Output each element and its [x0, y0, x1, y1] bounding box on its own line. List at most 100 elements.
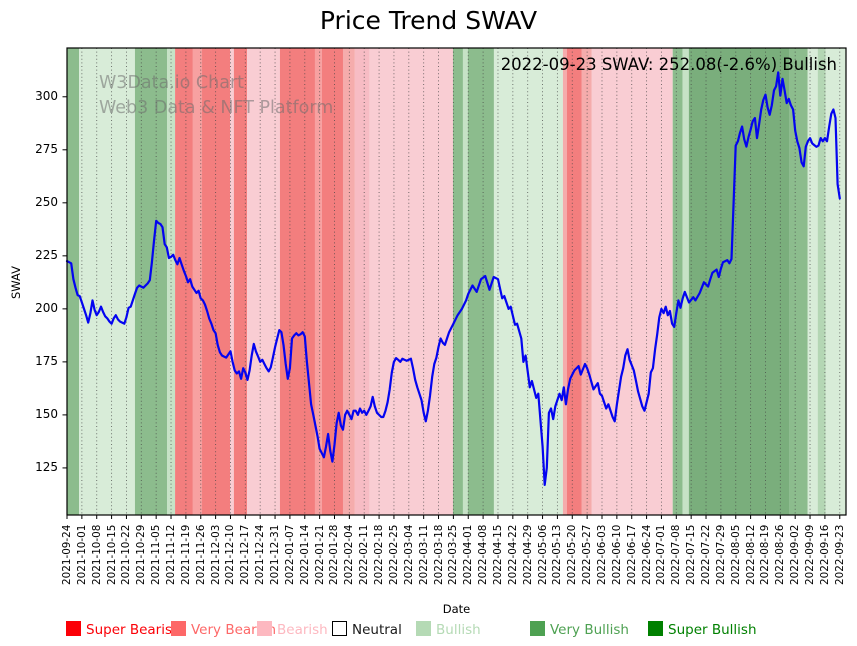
x-tick-label: 2022-06-10: [610, 524, 623, 585]
y-tick-label: 225: [35, 248, 58, 263]
sentiment-band-bearish: [369, 48, 453, 515]
x-tick-label: 2022-09-16: [818, 524, 831, 585]
x-tick-label: 2021-12-03: [209, 524, 222, 585]
sentiment-band-very_bullish: [789, 48, 808, 515]
legend-item-bullish: Bullish: [416, 621, 481, 638]
sentiment-band-bullish: [825, 48, 846, 515]
x-tick-label: 2021-12-17: [239, 524, 252, 585]
sentiment-band-bearish_strong: [581, 48, 592, 515]
sentiment-band-very_bearish: [566, 48, 582, 515]
x-tick-label: 2022-01-14: [298, 524, 311, 585]
x-tick-label: 2022-04-15: [491, 524, 504, 585]
sentiment-band-very_bearish: [321, 48, 343, 515]
x-tick-label: 2022-04-29: [521, 524, 534, 585]
sentiment-band-very_bullish: [672, 48, 683, 515]
x-tick-label: 2021-10-08: [90, 524, 103, 585]
y-tick-label: 250: [35, 195, 58, 210]
legend-item-neutral: Neutral: [332, 621, 402, 638]
sentiment-band-very_bullish: [452, 48, 463, 515]
x-tick-label: 2022-08-05: [729, 524, 742, 585]
watermark-line-2: Web3 Data & NFT Platform: [99, 98, 334, 118]
sentiment-band-bearish_strong: [562, 48, 567, 515]
chart-title: Price Trend SWAV: [319, 6, 538, 35]
y-axis-label: SWAV: [9, 265, 23, 299]
legend-label: Very Bullish: [550, 622, 629, 638]
sentiment-band-bullish: [807, 48, 818, 515]
x-tick-label: 2021-11-26: [194, 524, 207, 585]
legend-item-very-bullish: Very Bullish: [530, 621, 629, 638]
y-tick-label: 300: [35, 89, 58, 104]
x-tick-label: 2022-02-25: [387, 524, 400, 585]
x-tick-label: 2022-04-22: [506, 524, 519, 585]
x-tick-label: 2022-01-21: [313, 524, 326, 585]
x-tick-label: 2022-07-08: [670, 524, 683, 585]
legend-swatch-icon: [257, 621, 272, 636]
x-tick-label: 2021-12-31: [269, 524, 282, 585]
x-tick-label: 2021-11-12: [165, 524, 178, 585]
sentiment-band-bearish: [230, 48, 234, 515]
x-tick-label: 2021-11-05: [150, 524, 163, 585]
x-tick-label: 2021-10-29: [135, 524, 148, 585]
x-tick-label: 2022-08-26: [774, 524, 787, 585]
legend-swatch-icon: [648, 621, 663, 636]
x-tick-label: 2021-11-19: [179, 524, 192, 585]
latest-value-annotation: 2022-09-23 SWAV: 252.08(-2.6%) Bullish: [500, 55, 837, 74]
x-axis-label: Date: [442, 602, 471, 616]
sentiment-band-bullish_medium: [462, 48, 468, 515]
x-tick-label: 2022-08-19: [759, 524, 772, 585]
y-tick-label: 150: [35, 407, 58, 422]
sentiment-band-bullish_medium: [682, 48, 689, 515]
sentiment-band-bullish_medium: [166, 48, 176, 515]
x-tick-label: 2021-09-24: [61, 524, 73, 585]
x-tick-label: 2022-02-11: [358, 524, 371, 585]
price-line: [65, 71, 841, 486]
sentiment-band-very_bearish: [175, 48, 193, 515]
x-tick-label: 2022-04-01: [462, 524, 475, 585]
sentiment-band-bearish_deep: [354, 48, 370, 515]
x-tick-label: 2022-07-29: [714, 524, 727, 585]
legend-item-super-bullish: Super Bullish: [648, 621, 757, 638]
x-tick-label: 2022-03-18: [432, 524, 445, 585]
x-tick-label: 2022-05-13: [551, 524, 564, 585]
sentiment-band-very_bearish: [233, 48, 248, 515]
x-tick-label: 2022-09-02: [789, 524, 802, 585]
x-tick-label: 2022-08-12: [744, 524, 757, 585]
x-tick-label: 2022-09-09: [804, 524, 817, 585]
legend-item-super-bearish: Super Bearish: [66, 621, 181, 638]
sentiment-band-bearish: [247, 48, 280, 515]
x-tick-label: 2022-07-01: [655, 524, 668, 585]
x-tick-label: 2022-06-17: [625, 524, 638, 585]
legend-swatch-icon: [171, 621, 186, 636]
sentiment-band-bullish: [493, 48, 563, 515]
y-tick-label: 175: [35, 354, 58, 369]
legend-swatch-icon: [530, 621, 545, 636]
watermark: W3Data.io Chart Web3 Data & NFT Platform: [99, 71, 333, 121]
x-tick-label: 2022-09-23: [833, 524, 846, 585]
legend-label: Neutral: [352, 622, 402, 638]
x-tick-label: 2022-02-18: [373, 524, 386, 585]
x-tick-label: 2022-01-28: [328, 524, 341, 585]
sentiment-band-bullish_strong: [817, 48, 826, 515]
legend-label: Very Bearish: [191, 622, 277, 638]
x-tick-label: 2022-06-03: [595, 524, 608, 585]
x-tick-label: 2021-10-15: [105, 524, 118, 585]
legend-swatch-icon: [332, 621, 347, 636]
x-tick-label: 2021-12-10: [224, 524, 237, 585]
sentiment-band-very_bullish: [134, 48, 167, 515]
x-tick-label: 2022-02-04: [343, 524, 356, 585]
legend-swatch-icon: [66, 621, 81, 636]
x-tick-label: 2021-10-01: [75, 524, 88, 585]
sentiment-band-bullish: [79, 48, 135, 515]
legend-label: Super Bearish: [86, 622, 181, 638]
x-tick-label: 2021-10-22: [120, 524, 133, 585]
x-tick-label: 2022-03-11: [417, 524, 430, 585]
x-tick-label: 2022-05-06: [536, 524, 549, 585]
sentiment-band-bearish_strong: [342, 48, 355, 515]
plot-border: [66, 47, 847, 516]
x-tick-label: 2022-04-08: [477, 524, 490, 585]
legend-swatch-icon: [416, 621, 431, 636]
x-tick-label: 2022-03-04: [402, 524, 415, 585]
x-tick-label: 2021-12-24: [254, 524, 267, 585]
